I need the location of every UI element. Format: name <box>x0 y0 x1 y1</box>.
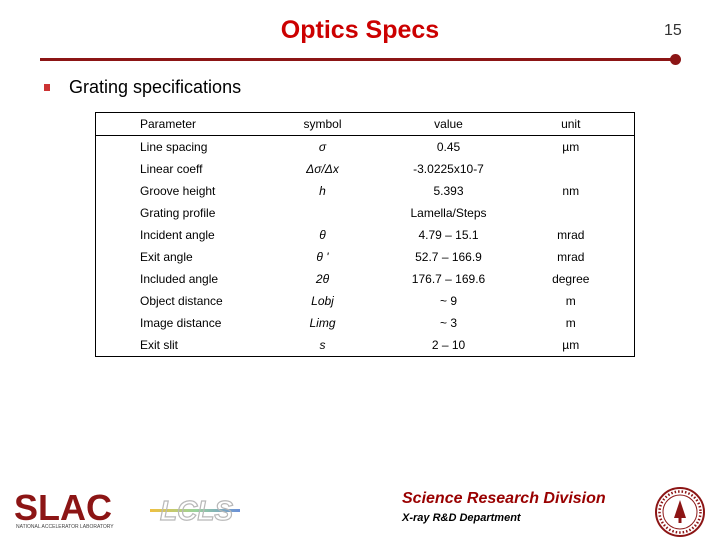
stanford-seal-icon <box>655 487 705 537</box>
cell-unit: mrad <box>557 250 585 264</box>
header-symbol: symbol <box>255 112 390 136</box>
title-rule-dot <box>670 54 681 65</box>
cell-symbol: θ ' <box>316 250 329 264</box>
cell-unit: µm <box>562 338 580 352</box>
page-number: 15 <box>664 22 682 39</box>
slac-logo-subtext: NATIONAL ACCELERATOR LABORATORY <box>16 524 114 530</box>
division-name: Science Research Division <box>402 490 606 507</box>
cell-unit: nm <box>562 184 580 198</box>
cell-symbol: θ <box>319 228 326 242</box>
bullet-marker <box>44 84 50 91</box>
table-row: Image distance Limg ~ 3 m <box>96 312 635 334</box>
cell-symbol: 2θ <box>315 272 330 286</box>
cell-value: 4.79 – 15.1 <box>418 228 479 242</box>
department-name: X-ray R&D Department <box>402 512 521 524</box>
bullet-text: Grating specifications <box>69 77 242 97</box>
table-row: Line spacing σ 0.45 µm <box>96 136 635 159</box>
table-row: Groove height h 5.393 nm <box>96 180 635 202</box>
cell-unit: mrad <box>557 228 585 242</box>
cell-parameter: Linear coeff <box>140 162 203 176</box>
slac-logo-text: SLAC <box>14 488 112 528</box>
cell-value: -3.0225x10-7 <box>390 158 508 180</box>
cell-parameter: Included angle <box>140 272 219 286</box>
cell-symbol: σ <box>318 140 327 154</box>
cell-symbol: h <box>319 184 326 198</box>
grating-specs-table: Parameter symbol value unit Line spacing… <box>95 112 635 357</box>
table-row: Linear coeff Δσ/Δx -3.0225x10-7 <box>96 158 635 180</box>
cell-unit: degree <box>552 272 590 286</box>
cell-value: 5.393 <box>433 184 464 198</box>
cell-value: 0.45 <box>436 140 461 154</box>
cell-unit: µm <box>562 140 580 154</box>
cell-parameter: Exit slit <box>140 338 179 352</box>
header-parameter: Parameter <box>95 112 256 136</box>
cell-value: 52.7 – 166.9 <box>415 250 482 264</box>
cell-parameter: Object distance <box>140 294 223 308</box>
cell-value: 176.7 – 169.6 <box>411 272 486 286</box>
cell-parameter: Grating profile <box>140 206 216 220</box>
cell-parameter: Groove height <box>140 184 216 198</box>
cell-parameter: Exit angle <box>140 250 193 264</box>
cell-unit <box>508 158 635 180</box>
table-row: Incident angle θ 4.79 – 15.1 mrad <box>96 224 635 246</box>
cell-symbol: Limg <box>309 316 336 330</box>
table-row: Exit angle θ ' 52.7 – 166.9 mrad <box>96 246 635 268</box>
cell-parameter: Incident angle <box>140 228 215 242</box>
cell-symbol: Δσ/Δx <box>306 162 339 176</box>
cell-unit: m <box>565 294 576 308</box>
cell-value-text: -3.0225x10-7 <box>413 162 484 176</box>
table-row: Object distance Lobj ~ 9 m <box>96 290 635 312</box>
header-value: value <box>389 112 508 136</box>
cell-parameter: Line spacing <box>140 140 208 154</box>
cell-symbol: Lobj <box>311 294 334 308</box>
cell-symbol: s <box>319 338 326 352</box>
cell-unit <box>508 202 635 224</box>
slac-logo: SLAC NATIONAL ACCELERATOR LABORATORY <box>14 488 114 530</box>
table-header-row: Parameter symbol value unit <box>95 112 635 136</box>
table-row: Included angle 2θ 176.7 – 169.6 degree <box>96 268 635 290</box>
lcls-logo: LCLS <box>150 494 240 527</box>
table-row: Grating profile Lamella/Steps <box>96 202 635 224</box>
cell-parameter: Image distance <box>140 316 222 330</box>
cell-value: ~ 3 <box>439 316 457 330</box>
cell-value: ~ 9 <box>439 294 457 308</box>
cell-value: Lamella/Steps <box>410 206 487 220</box>
table-row: Exit slit s 2 – 10 µm <box>96 334 635 357</box>
lcls-logo-text: LCLS <box>160 495 233 526</box>
title-rule <box>40 58 676 61</box>
cell-symbol <box>256 202 390 224</box>
slide-title: Optics Specs <box>280 16 440 44</box>
cell-value: 2 – 10 <box>431 338 466 352</box>
cell-unit: m <box>565 316 576 330</box>
header-unit: unit <box>507 112 635 136</box>
